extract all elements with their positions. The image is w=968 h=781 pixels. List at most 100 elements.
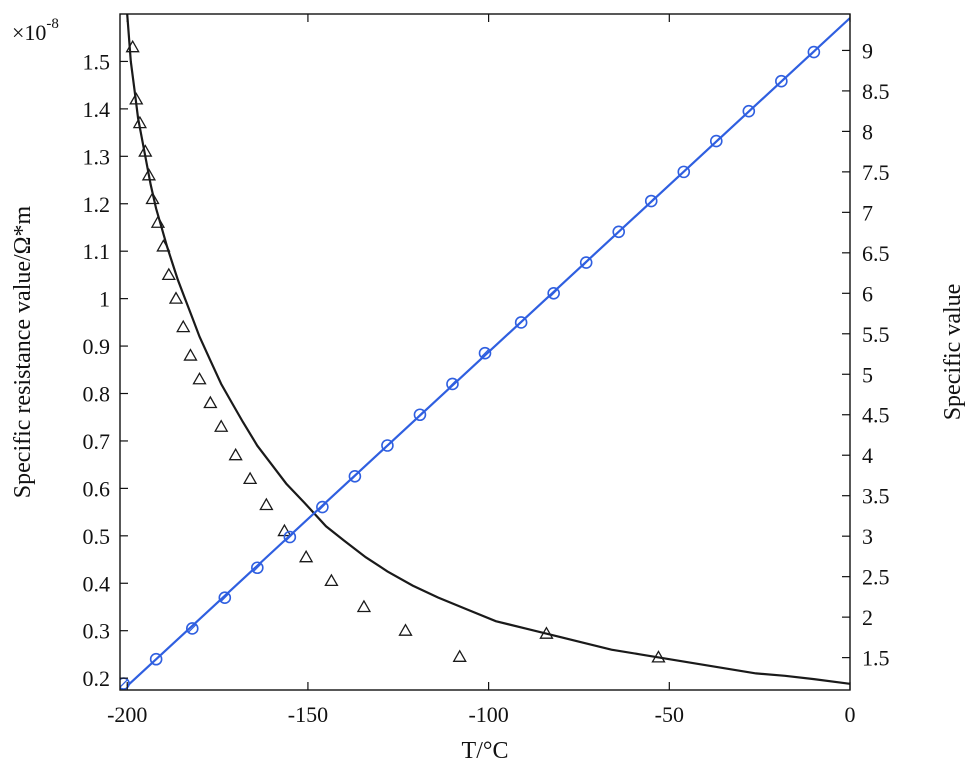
circle-marker <box>677 165 691 179</box>
circle-marker <box>612 225 626 239</box>
circle-marker <box>446 377 459 391</box>
y-axis-left-title: Specific resistance value/Ω*m <box>10 205 36 498</box>
circle-marker <box>579 256 593 269</box>
circle-marker <box>316 500 329 514</box>
multiplier-exponent: -8 <box>46 16 59 32</box>
triangle-marker <box>192 371 207 385</box>
circle-marker-slash <box>448 380 457 388</box>
y-right-tick-label: 7.5 <box>862 160 890 185</box>
triangle-marker <box>176 319 191 333</box>
circle-marker <box>709 134 723 148</box>
circle-marker <box>381 439 394 452</box>
labels-layer: T/°C Specific resistance value/Ω*m Speci… <box>10 16 966 764</box>
circle-marker-slash <box>383 441 392 450</box>
left-axis-multiplier: ×10-8 <box>12 16 59 45</box>
y-right-tick-label: 3.5 <box>862 484 890 509</box>
y-right-tick-label: 1.5 <box>862 646 890 671</box>
x-tick-label: -50 <box>655 702 684 727</box>
y-right-tick-label: 6 <box>862 281 873 306</box>
triangle-marker <box>242 471 258 485</box>
y-left-tick-label: 1.2 <box>83 192 111 217</box>
y-left-tick-label: 0.4 <box>83 571 111 596</box>
circle-marker <box>348 469 362 483</box>
y-left-tick-label: 1.4 <box>83 97 111 122</box>
x-tick-label: -200 <box>107 702 147 727</box>
series-2-line <box>126 17 850 687</box>
circle-marker-slash <box>712 137 721 146</box>
circle-marker <box>644 194 658 208</box>
circle-marker-slash <box>809 48 818 56</box>
triangle-marker <box>228 447 243 461</box>
circle-marker-slash <box>350 472 359 481</box>
triangle-marker <box>183 348 198 361</box>
circle-marker <box>547 287 560 300</box>
y-right-tick-label: 7 <box>862 200 873 225</box>
triangle-marker <box>539 626 554 639</box>
y-right-tick-label: 3 <box>862 524 873 549</box>
circle-marker-slash <box>777 77 786 86</box>
circle-marker-slash <box>152 655 161 664</box>
circle-marker <box>742 104 756 118</box>
triangle-marker <box>356 599 372 613</box>
y-axis-right-title: Specific value <box>940 284 966 421</box>
circle-marker-slash <box>253 563 262 572</box>
y-right-tick-label: 8.5 <box>862 79 890 104</box>
circle-marker <box>185 622 199 635</box>
y-right-tick-label: 8 <box>862 119 873 144</box>
plot-frame <box>119 13 851 691</box>
y-right-tick-label: 5 <box>862 362 873 387</box>
axes-layer: -200 -150 -100 -50 0 0.2 0.3 0.4 0.5 0.6 0.7 0.8 0.9… <box>83 13 890 727</box>
circle-marker-slash <box>679 167 688 176</box>
circle-marker-slash <box>549 289 558 298</box>
circle-marker-slash <box>614 227 623 236</box>
circle-marker <box>775 74 788 88</box>
triangle-marker <box>324 573 339 587</box>
circle-marker-slash <box>220 593 229 602</box>
y-left-tick-label: 0.7 <box>83 429 111 454</box>
y-left-tick-label: 1 <box>99 287 110 312</box>
circle-marker-slash <box>285 533 294 541</box>
series-1 <box>125 14 850 685</box>
y-right-tick-label: 2.5 <box>862 565 890 590</box>
circle-marker <box>514 316 528 329</box>
circle-marker <box>807 45 821 59</box>
triangle-marker <box>651 650 666 663</box>
y-right-tick-label: 2 <box>862 605 873 630</box>
plot-area <box>120 14 850 690</box>
circle-marker-slash <box>582 258 591 267</box>
y-left-tick-label: 0.3 <box>83 619 111 644</box>
y-right-tick-label: 9 <box>862 38 873 63</box>
series-1-line <box>126 14 850 685</box>
circle-marker <box>251 561 264 575</box>
triangle-marker <box>150 215 166 228</box>
triangle-marker <box>452 649 467 662</box>
y-right-tick-label: 4 <box>862 443 873 468</box>
circle-marker-slash <box>647 197 656 205</box>
triangle-marker <box>259 497 274 511</box>
y-left-tick-label: 0.2 <box>83 666 111 691</box>
circle-marker <box>478 346 492 360</box>
plot-background <box>120 14 850 690</box>
y-left-tick-label: 0.8 <box>83 382 111 407</box>
y-right-tick-label: 4.5 <box>862 403 890 428</box>
y-right-tick-label: 5.5 <box>862 322 890 347</box>
circle-marker-slash <box>120 679 128 688</box>
y-left-tick-label: 1.1 <box>83 239 111 264</box>
y-left-tick-label: 1.3 <box>83 144 111 169</box>
triangle-marker <box>145 191 160 205</box>
circle-marker <box>283 530 297 544</box>
y-left-tick-label: 0.9 <box>83 334 111 359</box>
y-left-tick-label: 1.5 <box>83 49 111 74</box>
triangle-marker <box>132 115 147 129</box>
triangle-marker <box>203 395 218 409</box>
circle-marker <box>149 652 163 666</box>
x-tick-label: -150 <box>288 702 328 727</box>
circle-marker-slash <box>517 318 526 327</box>
circle-marker-slash <box>188 624 197 633</box>
multiplier-base: ×10 <box>12 20 46 45</box>
triangle-marker <box>141 167 157 181</box>
triangle-marker <box>214 419 229 432</box>
x-tick-label: -100 <box>468 702 508 727</box>
